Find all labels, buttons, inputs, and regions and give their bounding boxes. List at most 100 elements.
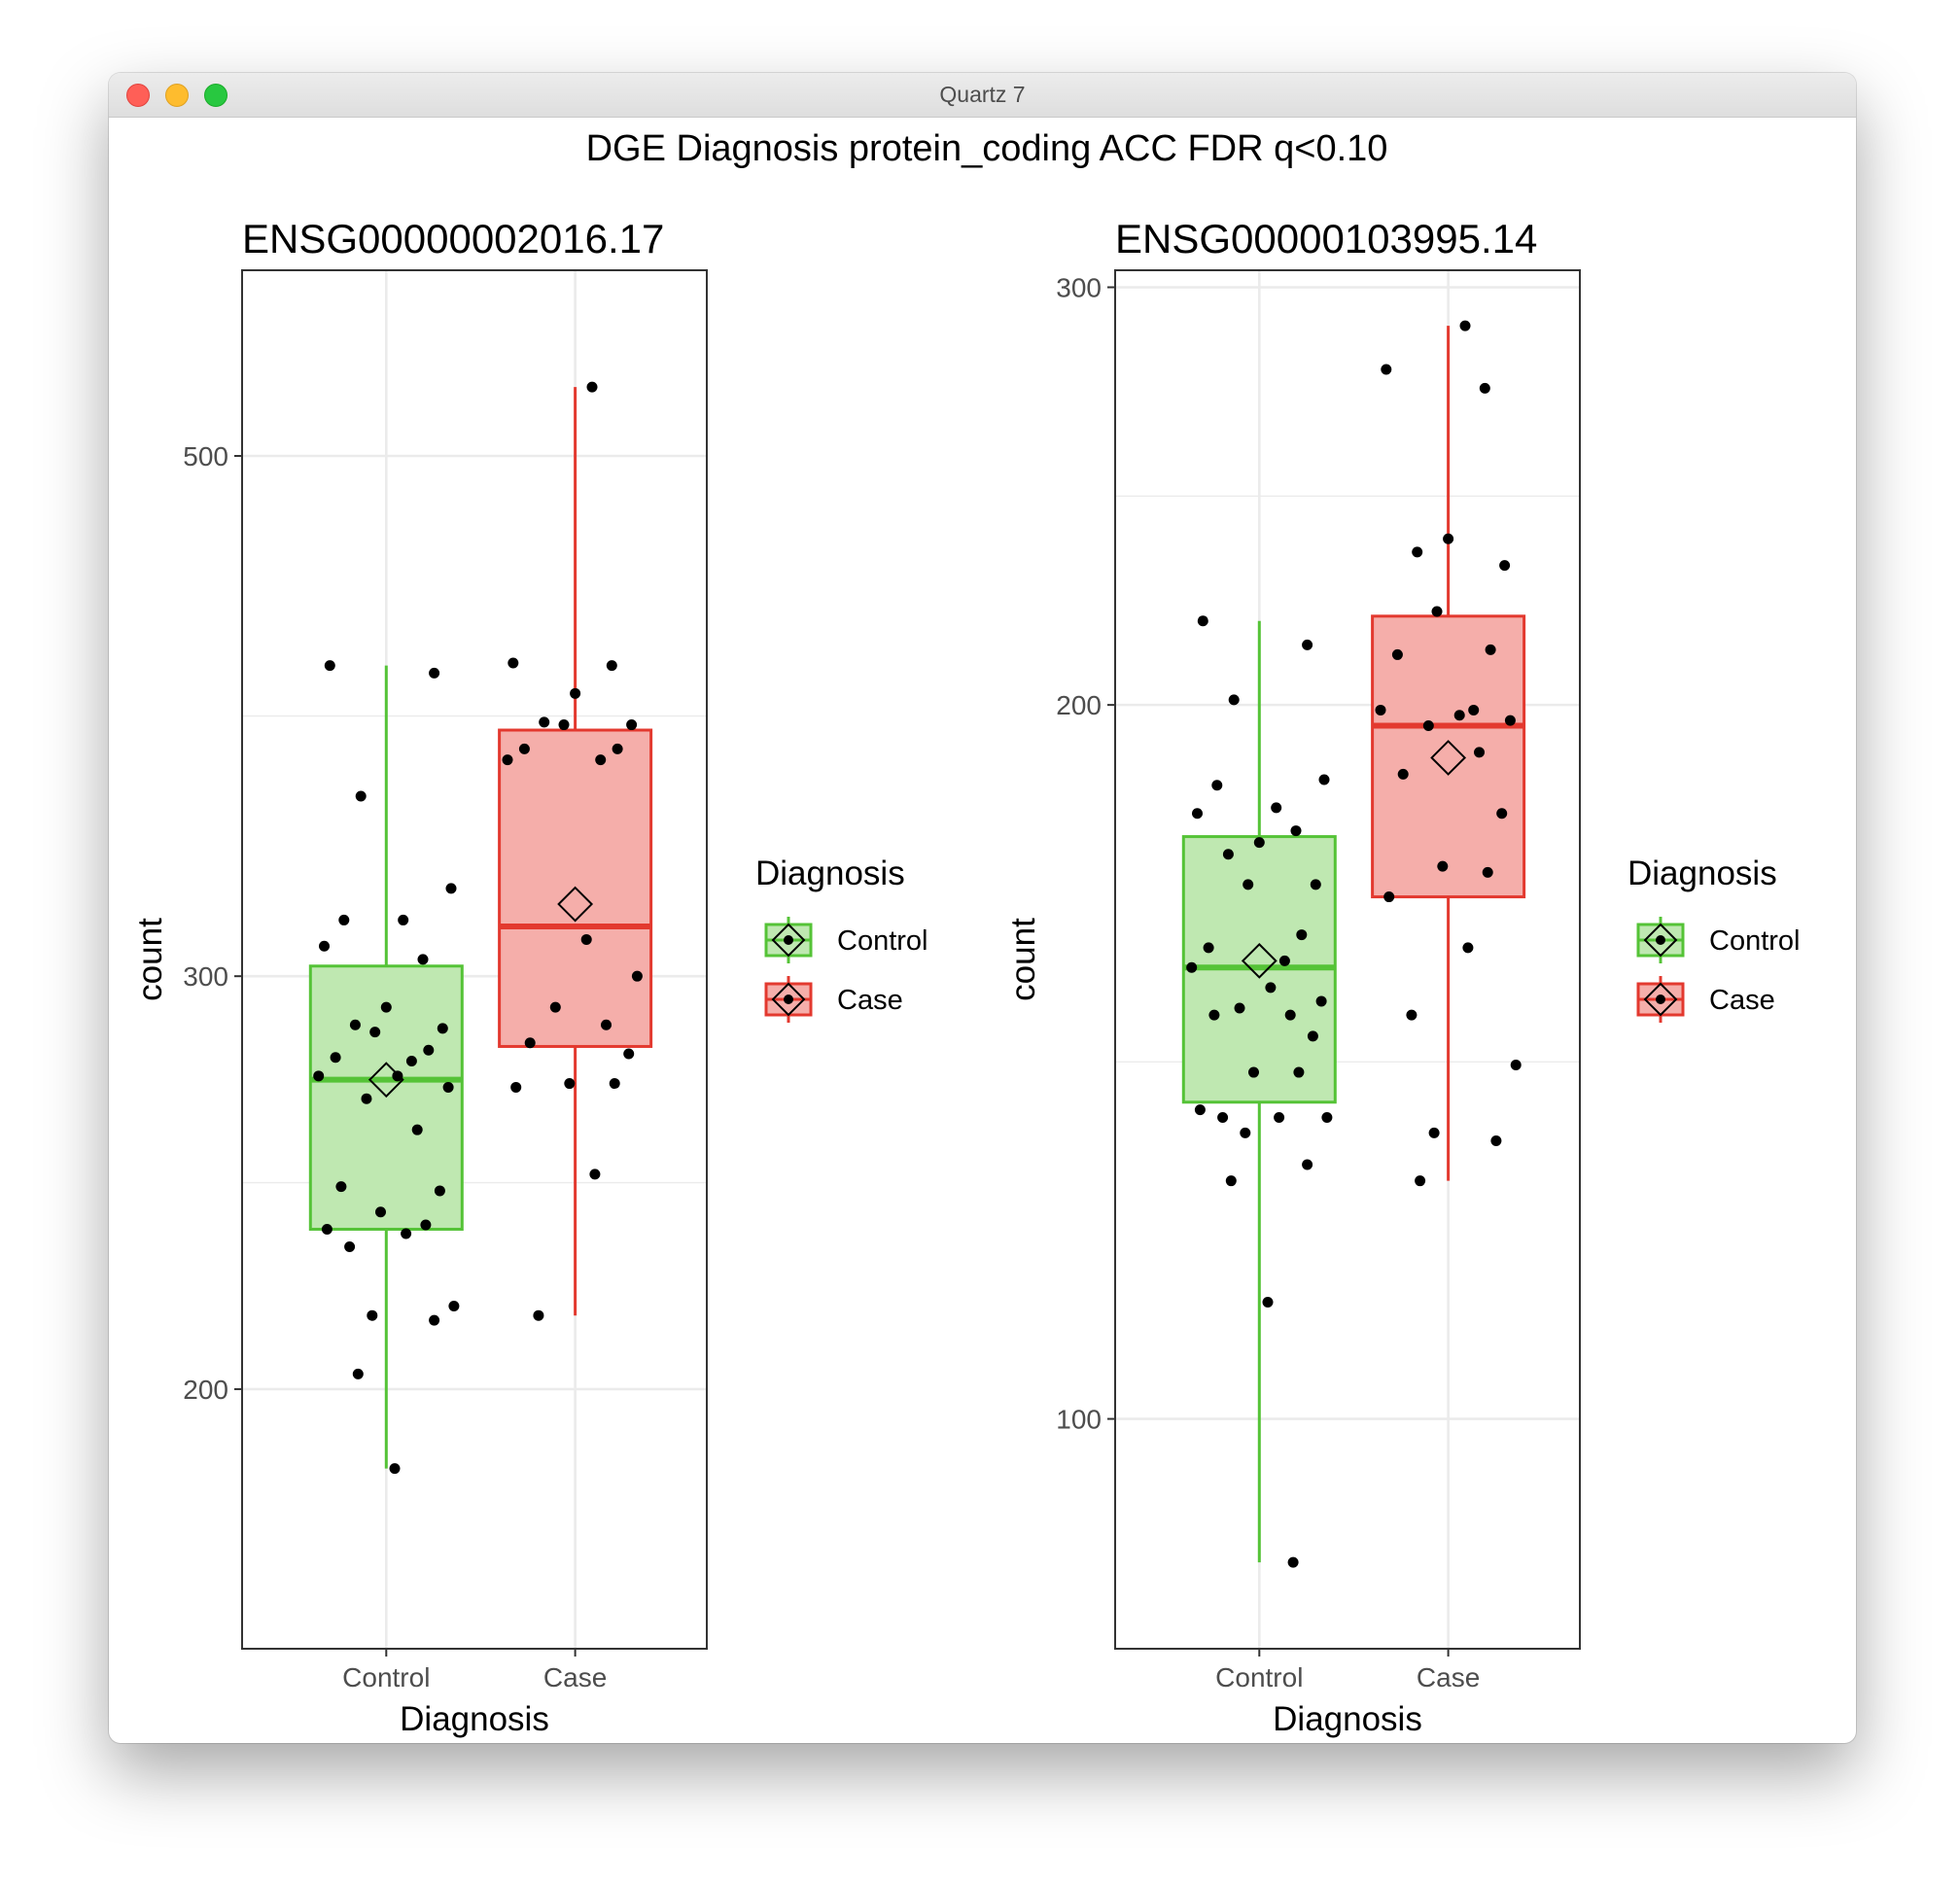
data-point	[549, 1001, 561, 1013]
y-tick-label: 300	[1056, 273, 1102, 303]
data-point	[626, 719, 638, 731]
data-point	[335, 1181, 347, 1193]
data-point	[612, 743, 623, 754]
data-point	[423, 1044, 435, 1056]
data-point	[1459, 320, 1471, 331]
data-point	[338, 914, 350, 925]
data-point	[1462, 942, 1474, 954]
data-point	[1225, 1175, 1237, 1187]
zoom-button[interactable]	[204, 84, 228, 107]
x-axis-title: Diagnosis	[400, 1700, 549, 1738]
data-point	[1271, 802, 1282, 814]
data-point	[367, 1309, 378, 1321]
data-point	[609, 1078, 620, 1090]
data-point	[1490, 1134, 1502, 1146]
data-point	[510, 1081, 522, 1093]
y-tick-label: 300	[183, 961, 228, 992]
data-point	[1412, 546, 1423, 558]
data-point	[380, 1001, 392, 1013]
data-point	[1242, 879, 1254, 890]
figure: DGE Diagnosis protein_coding ACC FDR q<0…	[131, 128, 1801, 1738]
data-point	[1422, 720, 1434, 732]
data-point	[539, 716, 550, 728]
legend-key-mean	[771, 923, 806, 958]
data-point	[1194, 1104, 1206, 1116]
data-point	[558, 719, 570, 731]
legend-key-mean	[1643, 923, 1678, 958]
y-axis-title: count	[131, 918, 169, 1001]
data-point	[1248, 1066, 1260, 1078]
data-point	[1217, 1111, 1229, 1123]
data-point	[1474, 747, 1486, 758]
data-point	[369, 1027, 381, 1038]
data-point	[1296, 929, 1308, 941]
panel-2: 100 200 300 Control Case ENSG00000103995.14 Di…	[1004, 216, 1801, 1738]
panel-1: 200 300 500 Control Case ENSG00000002016.17 Di…	[131, 216, 928, 1738]
data-point	[1321, 1111, 1333, 1123]
data-point	[580, 933, 592, 945]
data-point	[352, 1368, 364, 1379]
data-point	[1381, 364, 1392, 375]
data-point	[1437, 860, 1449, 872]
data-point	[1482, 866, 1493, 878]
legend-key-mean	[771, 982, 806, 1017]
data-point	[1265, 982, 1277, 994]
data-point	[623, 1048, 635, 1060]
data-point	[1431, 606, 1443, 617]
data-point	[1307, 1030, 1318, 1042]
window-titlebar[interactable]: Quartz 7	[109, 73, 1856, 118]
x-tick-label: Control	[1215, 1662, 1303, 1692]
data-point	[389, 1463, 401, 1475]
data-point	[1315, 995, 1327, 1007]
data-point	[1293, 1066, 1305, 1078]
legend-key-point	[1656, 935, 1665, 945]
y-tick-label: 200	[183, 1375, 228, 1405]
data-point	[1208, 1009, 1220, 1021]
close-button[interactable]	[126, 84, 150, 107]
data-point	[398, 914, 409, 925]
minimize-button[interactable]	[165, 84, 189, 107]
data-point	[1468, 704, 1480, 715]
figure-title: DGE Diagnosis protein_coding ACC FDR q<0…	[586, 128, 1388, 169]
legend-label-case: Case	[1709, 985, 1775, 1016]
legend-label-control: Control	[1709, 925, 1801, 957]
data-point	[1302, 639, 1313, 650]
data-point	[606, 660, 617, 672]
mean-marker-case	[557, 886, 594, 923]
data-point	[1186, 961, 1198, 973]
legend-key-point	[784, 935, 793, 945]
data-point	[434, 1185, 445, 1197]
legend-title: Diagnosis	[755, 855, 905, 892]
x-tick-label: Case	[1417, 1662, 1480, 1692]
data-point	[1375, 704, 1386, 715]
legend: Diagnosis Control Case	[1628, 855, 1801, 1023]
data-point	[417, 954, 429, 965]
data-point	[437, 1023, 448, 1034]
data-point	[405, 1056, 417, 1067]
data-point	[631, 970, 643, 982]
data-point	[1278, 955, 1290, 966]
data-point	[1391, 648, 1403, 660]
legend-key-point	[784, 994, 793, 1004]
data-point	[601, 1019, 612, 1030]
data-point	[429, 1314, 440, 1326]
data-point	[1318, 774, 1330, 785]
data-point	[533, 1309, 544, 1321]
data-point	[445, 883, 457, 894]
box-case	[1371, 614, 1526, 899]
data-point	[442, 1081, 454, 1093]
data-point	[319, 940, 331, 952]
data-point	[344, 1241, 356, 1253]
data-point	[1496, 808, 1508, 820]
data-point	[355, 790, 367, 802]
legend-label-control: Control	[837, 925, 928, 957]
x-tick-label: Control	[342, 1662, 430, 1692]
data-point	[1274, 1111, 1285, 1123]
legend-key-mean	[1643, 982, 1678, 1017]
data-point	[392, 1070, 403, 1082]
data-point	[508, 657, 519, 669]
data-point	[1453, 710, 1465, 721]
data-point	[524, 1037, 536, 1049]
data-point	[1234, 1002, 1245, 1014]
data-point	[1203, 942, 1214, 954]
